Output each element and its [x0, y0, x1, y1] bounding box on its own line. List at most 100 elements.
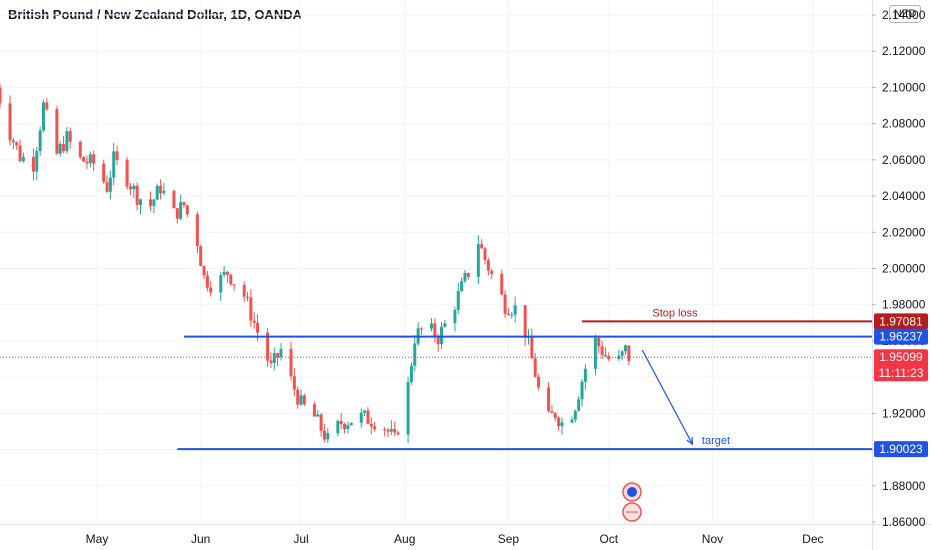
candle-body [65, 131, 69, 152]
candle-body [349, 422, 353, 426]
candle-body [436, 337, 440, 345]
candle-body [550, 411, 554, 414]
y-tick-label: 2.10000 [882, 80, 926, 94]
candle-body [138, 199, 142, 205]
candle-body [162, 190, 166, 194]
price-label-target: 1.90023 [874, 441, 928, 458]
candle-body [78, 141, 82, 158]
y-tick-label: 1.98000 [882, 298, 926, 312]
candle-body [179, 202, 183, 219]
candle-body [406, 382, 410, 435]
candle-body [500, 273, 504, 295]
candle-body [476, 244, 480, 277]
candle-body [453, 309, 457, 324]
candle-body [132, 185, 136, 190]
x-tick-label: Jul [293, 532, 308, 546]
candle-body [242, 285, 246, 297]
countdown-text: 11:11:23 [879, 366, 924, 380]
candle-body [21, 156, 25, 162]
candle-body [112, 151, 116, 178]
candle-body [88, 154, 92, 164]
x-tick-label: Sep [498, 532, 520, 546]
candle-body [383, 429, 387, 431]
candle-body [466, 272, 470, 277]
candle-body [62, 144, 66, 152]
price-label-resistance: 1.96237 [874, 328, 928, 345]
candle-body [41, 102, 45, 131]
candle-body [31, 156, 35, 172]
candle-body [603, 355, 607, 357]
candle-body [15, 142, 19, 146]
candle-body [55, 108, 59, 154]
candle-body [199, 246, 203, 267]
event-icon-inner [627, 487, 637, 497]
candle-body [627, 345, 631, 362]
candle-body [272, 353, 276, 363]
candle-body [573, 410, 577, 420]
candle-body [537, 376, 541, 388]
candle-body [343, 423, 347, 430]
currency-badge[interactable]: NZD [889, 5, 921, 23]
candle-body [296, 389, 300, 405]
candle-body [279, 348, 283, 358]
candle-body [560, 422, 564, 427]
event-icons [622, 482, 642, 522]
current-price-text: 1.95099 [879, 350, 923, 364]
projection-arrow [641, 349, 693, 445]
candle-body [82, 157, 86, 162]
arrow-head [686, 437, 694, 446]
candle-body [256, 322, 260, 333]
candle-body [8, 103, 12, 141]
x-tick-label: Aug [394, 532, 415, 546]
candle-body [533, 358, 537, 377]
candle-body [547, 387, 551, 412]
candle-body [366, 410, 370, 424]
candle-body [108, 177, 112, 192]
candle-body [102, 163, 106, 183]
candle-body [359, 412, 363, 423]
time-axis: May Jun Jul Aug Sep Oct Nov Dec [86, 532, 824, 546]
candle-body [386, 429, 390, 432]
y-tick-label: 1.86000 [882, 515, 926, 529]
annotation-stop_loss: Stop loss [652, 307, 698, 319]
candle-body [292, 376, 296, 390]
candle-body [125, 159, 129, 187]
x-tick-label: May [86, 532, 109, 546]
candle-body [433, 323, 437, 338]
candle-body [195, 214, 199, 247]
candle-body [483, 248, 487, 261]
candle-body [580, 381, 584, 400]
candle-body [92, 154, 96, 164]
candle-body [440, 326, 444, 345]
candle-body [249, 297, 253, 321]
candle-body [18, 145, 22, 162]
candle-body [266, 332, 270, 361]
candle-body [419, 328, 423, 330]
y-tick-label: 2.06000 [882, 153, 926, 167]
candle-body [513, 305, 517, 315]
annotation-target: target [702, 435, 730, 447]
candle-body [373, 426, 377, 430]
candles [0, 83, 631, 444]
candle-body [172, 190, 176, 209]
y-tick-label: 2.00000 [882, 262, 926, 276]
candle-body [38, 130, 42, 152]
candle-body [570, 419, 574, 423]
candle-body [583, 368, 587, 382]
candle-body [152, 199, 156, 206]
horizontal-levels [0, 320, 872, 451]
candle-body [35, 151, 39, 172]
x-tick-label: Nov [702, 532, 723, 546]
candle-body [463, 272, 467, 282]
candle-body [159, 185, 163, 194]
candle-body [269, 360, 273, 363]
candle-body [443, 323, 447, 327]
candle-body [219, 275, 223, 293]
price-label-text: 1.90023 [879, 442, 923, 456]
candle-body [322, 430, 326, 440]
candle-body [326, 433, 330, 440]
candle-body [577, 399, 581, 411]
y-tick-label: 2.14000 [882, 8, 926, 22]
candle-body [553, 413, 557, 418]
